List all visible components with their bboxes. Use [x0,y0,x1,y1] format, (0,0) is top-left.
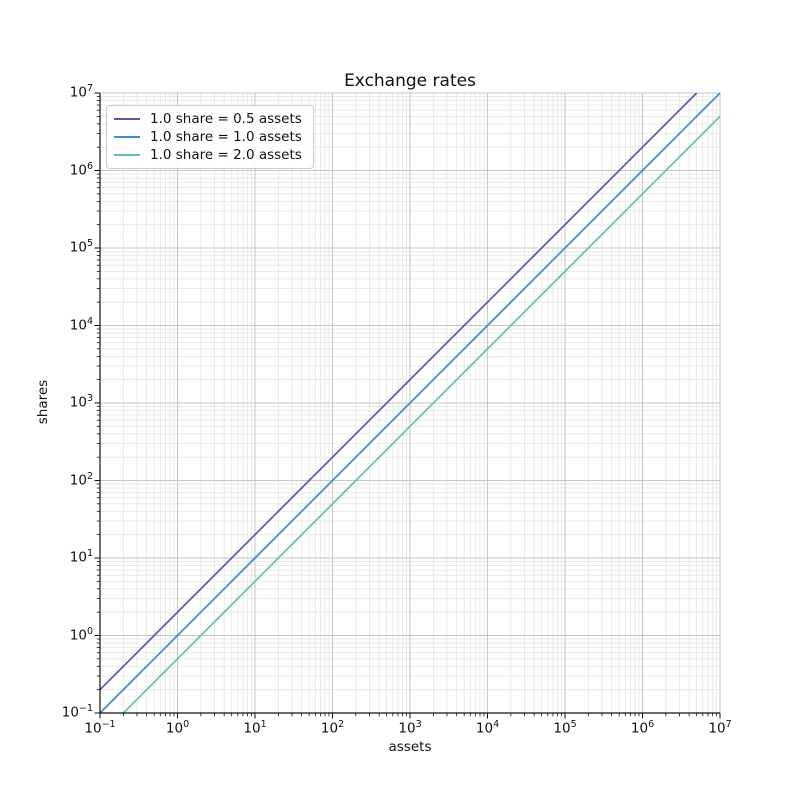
x-tick-label: 102 [320,719,345,737]
legend-item: 1.0 share = 1.0 assets [114,128,305,146]
y-tick-label: 104 [69,315,93,334]
legend: 1.0 share = 0.5 assets 1.0 share = 1.0 as… [106,105,314,169]
legend-item-label: 1.0 share = 0.5 assets [150,111,302,127]
chart-title: Exchange rates [344,71,476,91]
x-tick-label: 10−1 [84,719,116,737]
y-tick-label: 101 [69,548,93,566]
x-tick-label: 105 [553,719,577,737]
legend-line-swatch [114,136,140,138]
y-tick-label: 100 [69,625,93,644]
y-tick-label: 102 [69,470,93,489]
y-tick-label: 103 [69,393,93,411]
legend-item: 1.0 share = 0.5 assets [114,110,305,128]
y-tick-label: 105 [69,238,93,256]
x-tick-label: 103 [398,719,422,737]
x-axis-label: assets [388,739,432,755]
y-axis-label: shares [35,379,51,425]
legend-line-swatch [114,154,140,156]
legend-item: 1.0 share = 2.0 assets [114,146,305,164]
x-tick-label: 100 [165,719,190,737]
legend-item-label: 1.0 share = 2.0 assets [150,147,302,163]
x-tick-label: 107 [708,719,732,737]
x-tick-label: 101 [243,719,267,737]
x-tick-label: 104 [475,719,500,737]
legend-line-swatch [114,118,140,120]
y-tick-label: 10−1 [61,703,93,721]
y-tick-label: 107 [69,83,93,101]
x-tick-label: 106 [630,719,655,737]
legend-item-label: 1.0 share = 1.0 assets [150,129,302,145]
y-tick-label: 106 [69,160,93,179]
